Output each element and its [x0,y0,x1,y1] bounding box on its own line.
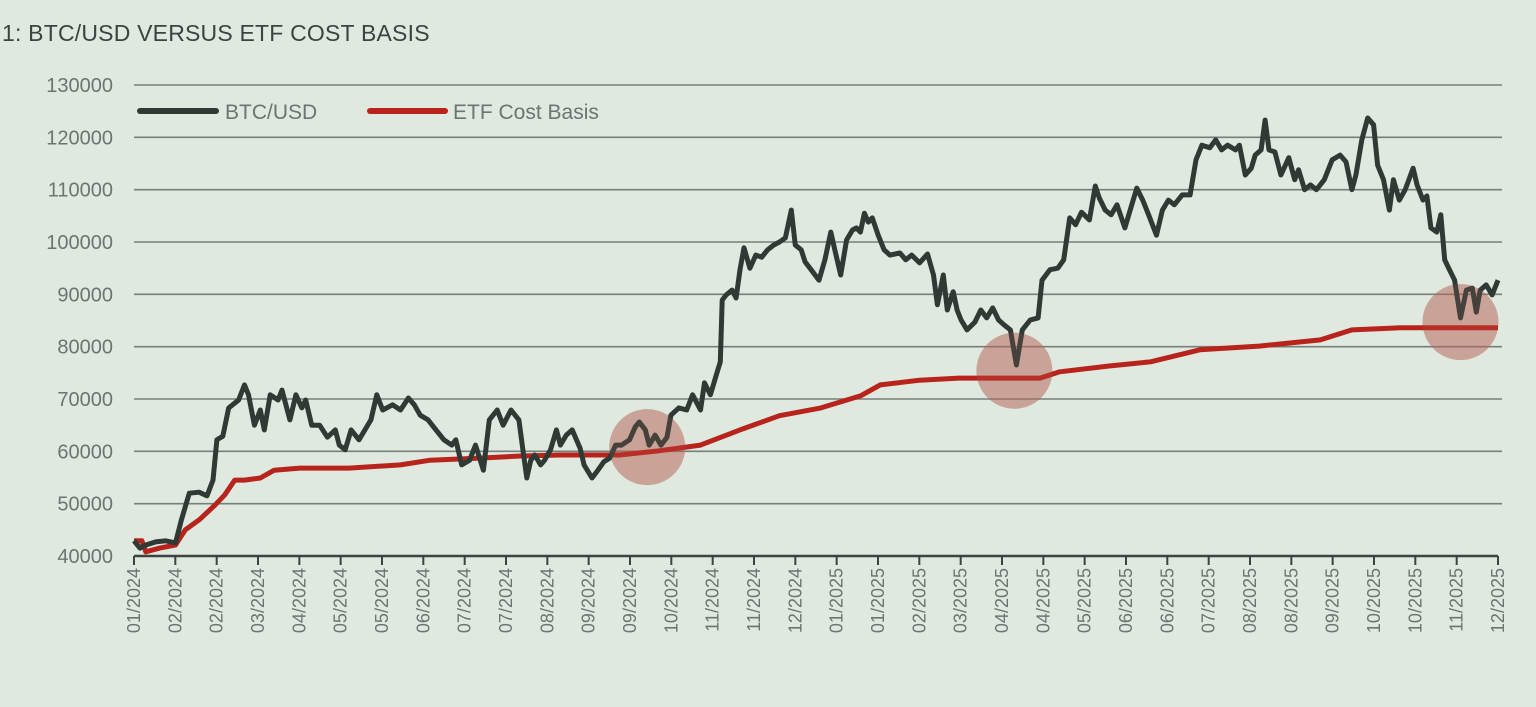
y-tick-label: 50000 [57,494,113,516]
x-tick-label: 01/2025 [827,568,847,633]
y-tick-label: 70000 [57,389,113,411]
x-tick-label: 08/2025 [1281,568,1301,633]
x-tick-label: 09/2025 [1323,568,1343,633]
x-tick-label: 08/2024 [537,568,557,633]
legend-label-btc: BTC/USD [225,101,317,124]
x-tick-label: 09/2024 [620,568,640,633]
x-tick-label: 04/2025 [992,568,1012,633]
series-lines [132,115,1501,555]
x-tick-label: 02/2024 [207,568,227,633]
x-tick-label: 08/2025 [1240,568,1260,633]
y-tick-label: 130000 [46,75,113,97]
highlight-overlay [976,332,1053,409]
x-tick-label: 11/2024 [703,568,723,632]
x-tick-label: 07/2025 [1199,568,1219,633]
y-tick-label: 80000 [57,337,113,359]
y-tick-label: 90000 [57,284,113,306]
x-tick-label: 10/2025 [1364,568,1384,633]
x-tick-label: 11/2024 [744,568,764,632]
highlight-circle [976,332,1053,409]
x-tick-label: 02/2025 [909,568,929,633]
x-tick-label: 06/2025 [1157,568,1177,633]
x-tick-label: 04/2025 [1033,568,1053,633]
y-tick-label: 40000 [57,546,113,568]
x-tick-label: 05/2024 [331,568,351,633]
legend: BTC/USD ETF Cost Basis [137,101,599,124]
x-tick-label: 10/2025 [1405,568,1425,633]
x-tick-label: 01/2025 [868,568,888,633]
x-tick-label: 03/2024 [248,568,268,633]
chart-title: 1: BTC/USD VERSUS ETF COST BASIS [2,20,430,46]
x-tick-label: 09/2024 [579,568,599,633]
x-tick-label: 04/2024 [289,568,309,633]
x-tick-label: 06/2024 [413,568,433,633]
x-tick-label: 07/2024 [496,568,516,633]
x-tick-label: 10/2024 [661,568,681,633]
x-tick-label: 05/2025 [1075,568,1095,633]
x-tick-label: 03/2025 [951,568,971,633]
x-tick-label: 01/2024 [124,568,144,633]
y-tick-label: 60000 [57,441,113,463]
legend-label-etf: ETF Cost Basis [453,101,599,124]
highlight-overlay [1422,284,1499,361]
y-tick-label: 120000 [46,127,113,149]
y-tick-label: 100000 [46,232,113,254]
axes: 40000 50000 60000 70000 80000 90000 100000 1100… [46,75,1508,633]
gridlines [134,84,1502,505]
x-tick-label: 06/2025 [1116,568,1136,633]
x-tick-label: 12/2025 [1488,568,1508,633]
x-tick-label: 05/2024 [372,568,392,633]
series-line-btc [132,115,1501,551]
y-tick-label: 110000 [48,180,113,202]
x-tick-label: 07/2024 [455,568,475,633]
highlight-overlay [609,409,686,486]
x-tick-label: 11/2025 [1447,568,1467,632]
x-tick-label: 02/2024 [165,568,185,633]
x-tick-label: 12/2024 [785,568,805,633]
highlight-circles [609,284,1499,486]
series-line-etf-cost-basis [134,325,1498,555]
